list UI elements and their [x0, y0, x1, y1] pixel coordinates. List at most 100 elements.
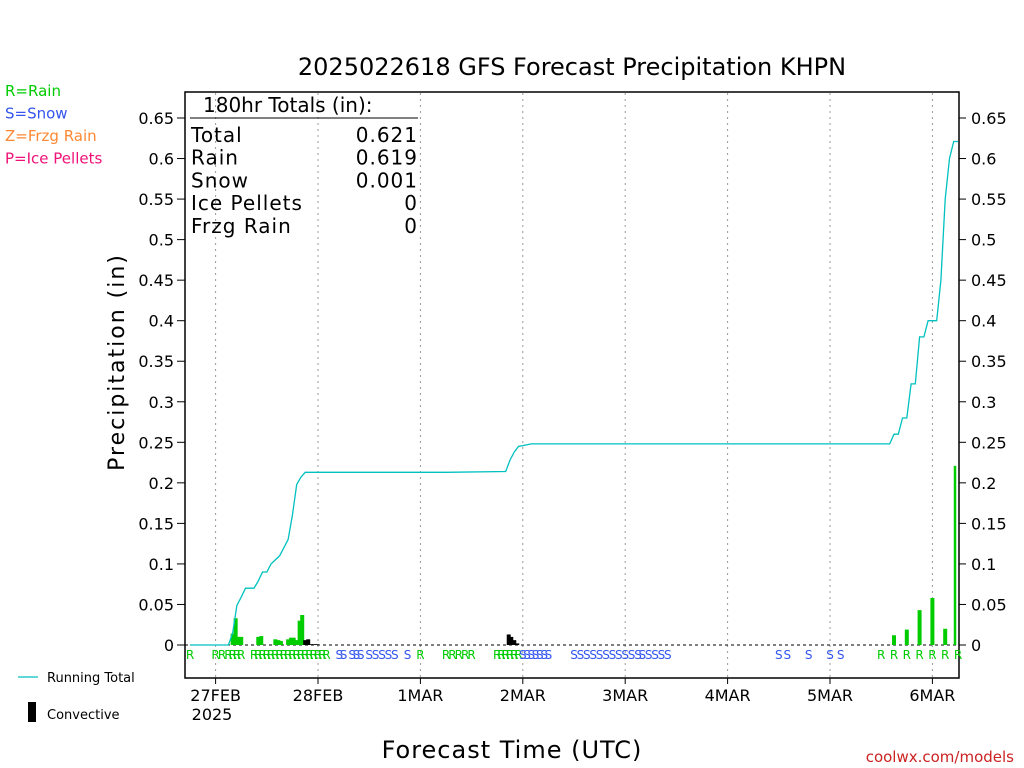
totals-row-label: Rain	[191, 146, 239, 170]
precip-bar	[259, 636, 264, 645]
precip-bar	[917, 610, 922, 645]
precip-type-marker: S	[404, 648, 412, 662]
precip-type-marker: S	[545, 648, 553, 662]
precip-type-marker: R	[186, 648, 194, 662]
precip-type-marker: R	[493, 648, 501, 662]
precip-type-marker: R	[310, 648, 318, 662]
type-legend-item: S=Snow	[5, 105, 68, 123]
precip-bar	[236, 636, 241, 645]
precip-type-marker: S	[391, 648, 399, 662]
precip-bar	[297, 620, 302, 645]
totals-row-label: Ice Pellets	[191, 191, 303, 215]
y-tick-label-right: 0.45	[971, 271, 1007, 290]
precip-type-marker: S	[837, 648, 845, 662]
y-tick-label-right: 0.4	[971, 312, 996, 331]
x-tick-label: 28FEB	[293, 686, 344, 705]
precip-type-marker: R	[218, 648, 226, 662]
totals-row-value: 0.621	[356, 123, 418, 147]
plot-frame	[184, 91, 960, 679]
precip-type-marker: S	[583, 648, 591, 662]
precip-type-marker: R	[275, 648, 283, 662]
precip-type-marker: R	[301, 648, 309, 662]
precip-type-marker: S	[775, 648, 783, 662]
precip-type-marker: S	[645, 648, 653, 662]
chart-title: 2025022618 GFS Forecast Precipitation KH…	[298, 53, 846, 81]
precip-type-marker: S	[634, 648, 642, 662]
precip-type-marker: S	[357, 648, 365, 662]
precip-type-marker: S	[353, 648, 361, 662]
y-tick-label-right: 0	[971, 636, 981, 655]
precip-type-marker: R	[292, 648, 300, 662]
precip-type-marker: R	[877, 648, 885, 662]
y-tick-label: 0.65	[138, 109, 174, 128]
totals-row-label: Snow	[191, 168, 249, 192]
precip-bar	[278, 640, 283, 645]
y-axis-left: 0 0.05 0.1 0.15 0.2 0.25 0.3 0.35 0.4 0.45 0.5 0.55…	[138, 109, 185, 655]
precip-type-marker: R	[455, 648, 463, 662]
y-tick-label-right: 0.35	[971, 352, 1007, 371]
precip-type-marker: R	[416, 648, 424, 662]
precip-bar	[289, 637, 294, 645]
precip-type-marker: R	[954, 648, 962, 662]
precip-type-marker: S	[372, 648, 380, 662]
y-tick-label: 0	[164, 636, 174, 655]
totals-row-value: 0.001	[356, 168, 418, 192]
precip-bar	[233, 618, 238, 645]
convective-bar	[306, 639, 311, 645]
precip-type-marker: R	[915, 648, 923, 662]
x-tick-label: 3MAR	[602, 686, 648, 705]
precip-type-marker: R	[890, 648, 898, 662]
precip-type-marker: S	[826, 648, 834, 662]
precip-bar	[953, 465, 957, 645]
running-total-legend-label: Running Total	[47, 671, 135, 686]
precip-type-marker: R	[941, 648, 949, 662]
precip-type-marker: S	[536, 648, 544, 662]
convective-bar	[311, 644, 316, 645]
precip-type-marker: S	[365, 648, 373, 662]
precip-type-marker: R	[928, 648, 936, 662]
precip-type-marker: R	[322, 648, 330, 662]
y-tick-label: 0.05	[138, 595, 174, 614]
precip-type-marker: S	[805, 648, 813, 662]
precip-type-marker: R	[297, 648, 305, 662]
y-axis-label: Precipitation (in)	[105, 253, 130, 471]
y-tick-label: 0.35	[138, 352, 174, 371]
precip-type-marker: R	[903, 648, 911, 662]
precip-bars	[230, 465, 957, 645]
precip-type-marker: S	[532, 648, 540, 662]
type-legend-item: Z=Frzg Rain	[5, 127, 97, 145]
precip-type-marker: S	[523, 648, 531, 662]
precip-type-marker: S	[577, 648, 585, 662]
y-tick-label: 0.3	[149, 393, 174, 412]
precip-bar	[943, 628, 948, 645]
precip-type-marker: R	[263, 648, 271, 662]
convective-bar	[515, 643, 520, 645]
precip-bar	[276, 640, 281, 645]
x-axis: 27FEB 28FEB 1MAR 2MAR 3MAR 4MAR 5MAR 6MAR	[190, 678, 955, 705]
y-tick-label: 0.1	[149, 555, 174, 574]
y-tick-label: 0.6	[149, 150, 174, 169]
y-tick-label: 0.5	[149, 231, 174, 250]
x-tick-label: 6MAR	[909, 686, 955, 705]
year-label: 2025	[192, 705, 233, 724]
precip-type-marker: R	[318, 648, 326, 662]
precip-type-marker: S	[348, 648, 356, 662]
y-tick-label-right: 0.3	[971, 393, 996, 412]
precip-bar	[273, 639, 278, 645]
precip-type-marker: R	[271, 648, 279, 662]
precip-type-marker: S	[651, 648, 659, 662]
precip-type-marker: R	[467, 648, 475, 662]
precip-type-marker: R	[211, 648, 219, 662]
y-tick-label-right: 0.1	[971, 555, 996, 574]
precip-bar	[300, 615, 305, 645]
precip-type-marker: S	[621, 648, 629, 662]
precip-type-marker: S	[658, 648, 666, 662]
convective-bar	[509, 636, 514, 645]
precip-type-marker: R	[288, 648, 296, 662]
convective-bar	[308, 644, 313, 645]
precip-type-marker: S	[628, 648, 636, 662]
precip-type-marker: S	[609, 648, 617, 662]
precip-type-marker: R	[461, 648, 469, 662]
precip-bar	[904, 629, 909, 645]
